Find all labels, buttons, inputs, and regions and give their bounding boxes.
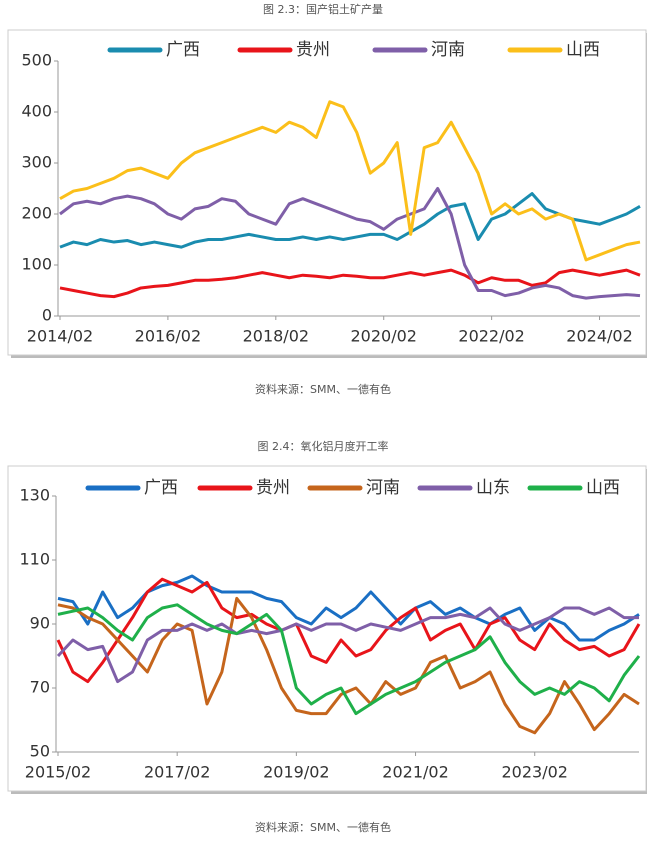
x-tick-label: 2018/02	[243, 327, 309, 346]
x-tick-label: 2019/02	[263, 763, 329, 782]
x-tick-label: 2022/02	[458, 327, 524, 346]
line-series	[56, 577, 641, 684]
figure-caption: 图 2.4：氧化铝月度开工率	[258, 439, 389, 453]
line-series	[59, 192, 641, 249]
x-tick-label: 2024/02	[566, 327, 632, 346]
line-series	[56, 606, 639, 684]
legend-label: 山东	[476, 478, 510, 498]
line-series	[57, 603, 641, 716]
line-series	[59, 187, 641, 300]
legend-label: 河南	[366, 478, 400, 498]
y-tick-label: 200	[21, 204, 52, 223]
y-tick-label: 110	[19, 550, 50, 569]
y-tick-label: 500	[21, 51, 52, 70]
figure-caption: 图 2.3：国产铝土矿产量	[263, 2, 383, 16]
legend-label: 贵州	[296, 40, 330, 60]
legend-label: 贵州	[256, 478, 290, 498]
x-tick-label: 2015/02	[25, 763, 91, 782]
y-tick-label: 90	[30, 614, 50, 633]
y-tick-label: 400	[21, 102, 52, 121]
x-tick-label: 2014/02	[27, 327, 93, 346]
y-tick-label: 100	[21, 255, 52, 274]
y-tick-label: 0	[42, 306, 52, 325]
legend-label: 广西	[166, 40, 200, 60]
line-series	[57, 596, 640, 735]
x-tick-label: 2017/02	[144, 763, 210, 782]
x-tick-label: 2020/02	[350, 327, 416, 346]
legend-label: 河南	[431, 40, 465, 60]
source-note: 资料来源：SMM、一德有色	[255, 820, 391, 834]
source-note: 资料来源：SMM、一德有色	[255, 382, 391, 396]
chart-frame	[7, 465, 647, 792]
legend-label: 广西	[144, 478, 178, 498]
chart-frame	[7, 29, 647, 356]
y-tick-label: 130	[19, 486, 50, 505]
y-tick-label: 50	[30, 742, 50, 761]
x-tick-label: 2023/02	[501, 763, 567, 782]
y-tick-label: 300	[21, 153, 52, 172]
legend-label: 山西	[586, 478, 620, 498]
y-tick-label: 70	[30, 678, 50, 697]
line-series	[59, 100, 641, 262]
line-series	[57, 574, 640, 642]
legend-label: 山西	[566, 40, 600, 60]
x-tick-label: 2016/02	[135, 327, 201, 346]
line-series	[59, 268, 641, 299]
x-tick-label: 2021/02	[382, 763, 448, 782]
